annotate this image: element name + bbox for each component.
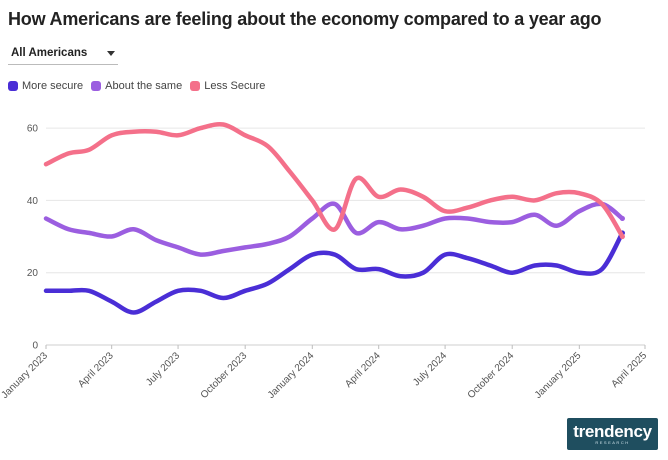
y-tick-label: 60 bbox=[27, 124, 39, 135]
x-tick-label: January 2024 bbox=[266, 350, 317, 401]
series-line-more-secure[interactable] bbox=[43, 230, 625, 315]
logo-wordmark: trendency bbox=[573, 422, 652, 441]
y-tick-label: 20 bbox=[27, 268, 39, 279]
audience-dropdown-value: All Americans bbox=[11, 47, 88, 59]
legend-item-more-secure[interactable]: More secure bbox=[8, 80, 83, 92]
y-tick-label: 0 bbox=[32, 341, 38, 352]
legend-swatch-less-secure bbox=[190, 81, 201, 91]
caret-down-icon bbox=[107, 50, 115, 56]
legend-label-more-secure: More secure bbox=[22, 80, 84, 92]
y-tick-label: 40 bbox=[27, 196, 39, 207]
x-tick-label: January 2025 bbox=[533, 350, 584, 401]
x-tick-label: October 2024 bbox=[466, 350, 517, 401]
chart-title: How Americans are feeling about the econ… bbox=[8, 9, 602, 29]
x-tick-label: April 2024 bbox=[343, 350, 383, 390]
series-endpoint-about-the-same[interactable] bbox=[619, 215, 625, 222]
legend-label-about-the-same: About the same bbox=[105, 80, 183, 92]
legend-label-less-secure: Less Secure bbox=[204, 80, 266, 92]
x-tick-label: July 2023 bbox=[144, 350, 182, 388]
x-tick-label: April 2023 bbox=[76, 350, 116, 390]
x-tick-label: October 2023 bbox=[199, 350, 250, 401]
legend-item-less-secure[interactable]: Less Secure bbox=[190, 80, 265, 92]
series-line-about-the-same[interactable] bbox=[43, 201, 625, 257]
legend: More secure About the same Less Secure bbox=[8, 80, 265, 92]
x-tick-label: April 2025 bbox=[610, 350, 650, 390]
series-line-less-secure[interactable] bbox=[43, 121, 625, 239]
logo-subtext: RESEARCH bbox=[595, 440, 630, 445]
x-tick-label: July 2024 bbox=[411, 350, 449, 388]
x-tick-label: January 2023 bbox=[0, 350, 50, 401]
series-endpoint-less-secure[interactable] bbox=[619, 233, 625, 240]
audience-dropdown[interactable]: All Americans bbox=[8, 42, 118, 65]
trendency-logo: trendency RESEARCH bbox=[567, 418, 658, 450]
legend-swatch-more-secure bbox=[8, 81, 18, 91]
legend-item-about-the-same[interactable]: About the same bbox=[91, 80, 182, 92]
legend-swatch-about-the-same bbox=[91, 81, 102, 91]
